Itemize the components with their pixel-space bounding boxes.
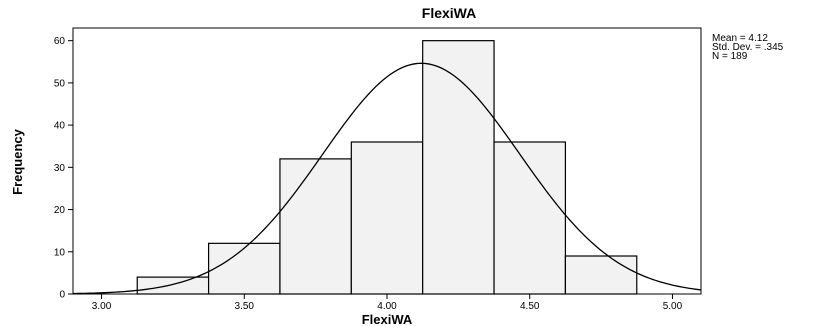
histogram-bar-2 xyxy=(207,242,281,295)
histogram-bar-4 xyxy=(350,141,424,295)
x-tick-label: 3.50 xyxy=(235,301,255,312)
histogram-bars xyxy=(136,40,638,295)
chart-title: FlexiWA xyxy=(422,5,476,21)
y-tick-label: 20 xyxy=(54,205,66,216)
y-tick-label: 0 xyxy=(59,290,65,301)
y-axis-label: Frequency xyxy=(10,128,25,195)
y-tick-label: 50 xyxy=(54,78,66,89)
normal-curve xyxy=(72,62,702,295)
histogram-bar-3 xyxy=(279,158,352,295)
y-tick-label: 30 xyxy=(54,163,66,174)
stats-block: Mean = 4.12 Std. Dev. = .345 N = 189 xyxy=(712,33,784,62)
y-tick-label: 10 xyxy=(54,247,66,258)
y-axis: 0 10 20 30 40 50 60 xyxy=(54,36,73,301)
histogram-bar-6 xyxy=(493,141,567,295)
stat-n: N = 189 xyxy=(712,51,748,62)
x-tick-label: 4.50 xyxy=(520,301,540,312)
x-axis-label: FlexiWA xyxy=(362,312,413,326)
histogram-bar-1 xyxy=(136,276,210,295)
x-tick-label: 3.00 xyxy=(92,301,112,312)
y-tick-label: 40 xyxy=(54,121,66,132)
x-tick-label: 5.00 xyxy=(663,301,683,312)
stat-std-dev: Std. Dev. = .345 xyxy=(712,42,784,53)
x-axis: 3.00 3.50 4.00 4.50 5.00 xyxy=(92,294,683,312)
histogram-bar-7 xyxy=(564,255,638,295)
y-tick-label: 60 xyxy=(54,36,66,47)
stat-mean: Mean = 4.12 xyxy=(712,33,768,44)
histogram-bar-5 xyxy=(422,40,495,295)
x-tick-label: 4.00 xyxy=(377,301,397,312)
